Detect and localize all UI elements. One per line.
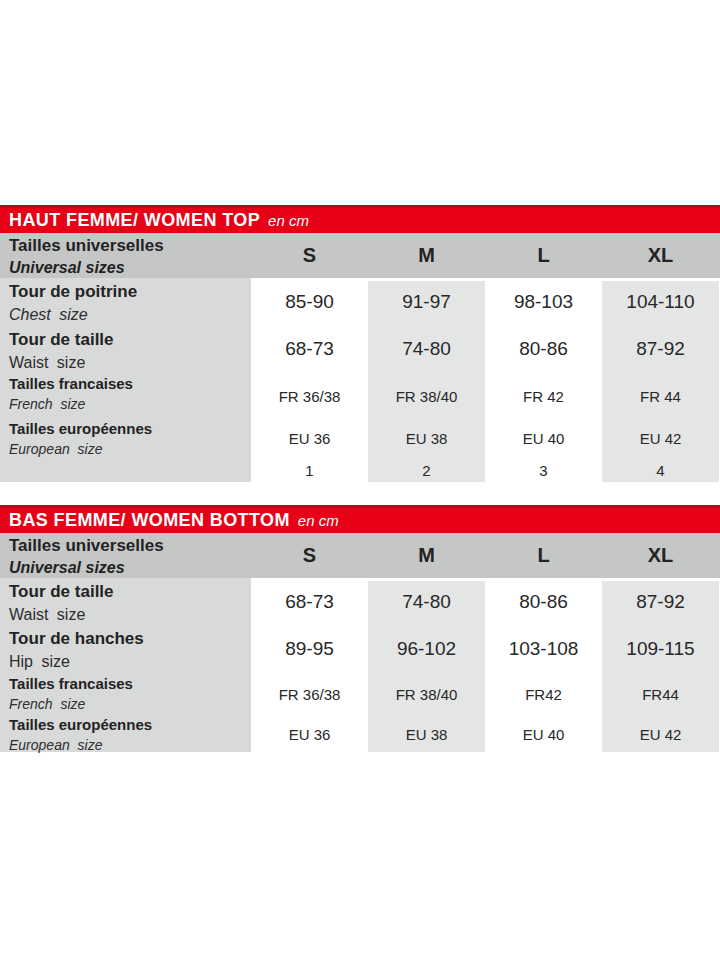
cell-value: 98-103 <box>485 291 602 313</box>
cell-value: 80-86 <box>485 591 602 613</box>
cell-value: 85-90 <box>251 291 368 313</box>
size-header-l: L <box>485 533 602 578</box>
table-row-waist: Tour de taille Waist size 68-73 74-80 80… <box>0 326 720 372</box>
row-label: Tailles européennes European size <box>9 420 152 458</box>
row-label-fr: Tour de taille <box>9 581 114 602</box>
row-label: Tour de poitrine Chest size <box>9 281 137 325</box>
cell-value: 1 <box>251 461 368 478</box>
cell-value: EU 42 <box>602 430 719 447</box>
row-label-en: Hip size <box>9 652 144 672</box>
cell-value: EU 36 <box>251 725 368 742</box>
cell-value: 103-108 <box>485 638 602 660</box>
cell-value: 4 <box>602 461 719 478</box>
table-row-size-number: 1 2 3 4 <box>0 457 720 482</box>
row-label-fr: Tour de poitrine <box>9 281 137 302</box>
universal-sizes-label-en: Universal sizes <box>9 558 164 577</box>
cell-value: FR 36/38 <box>251 685 368 702</box>
cell-value: 68-73 <box>251 591 368 613</box>
size-header-row: Tailles universelles Universal sizes S M… <box>0 233 720 278</box>
row-label: Tailles européennes European size <box>9 716 152 754</box>
universal-sizes-label-fr: Tailles universelles <box>9 536 164 556</box>
row-label: Tour de hanches Hip size <box>9 628 144 672</box>
cell-value: EU 40 <box>485 430 602 447</box>
row-label-en: European size <box>9 737 152 754</box>
table-row-european-size: Tailles européennes European size EU 36 … <box>0 419 720 457</box>
cell-value: EU 38 <box>368 725 485 742</box>
row-label-fr: Tour de hanches <box>9 628 144 649</box>
unit-label: en cm <box>268 212 309 229</box>
universal-sizes-label: Tailles universelles Universal sizes <box>9 236 164 277</box>
row-label-fr: Tailles européennes <box>9 716 152 734</box>
cell-value: EU 38 <box>368 430 485 447</box>
table-title: BAS FEMME/ WOMEN BOTTOM <box>9 510 290 531</box>
cell-value: EU 36 <box>251 430 368 447</box>
cell-value: EU 42 <box>602 725 719 742</box>
size-header-xl: XL <box>602 533 719 578</box>
size-header-m: M <box>368 533 485 578</box>
cell-value: 2 <box>368 461 485 478</box>
row-label-fr: Tailles francaises <box>9 675 133 693</box>
cell-value: 109-115 <box>602 638 719 660</box>
table-row-hip: Tour de hanches Hip size 89-95 96-102 10… <box>0 625 720 672</box>
size-header-l: L <box>485 233 602 278</box>
universal-sizes-label: Tailles universelles Universal sizes <box>9 536 164 577</box>
universal-sizes-label-fr: Tailles universelles <box>9 236 164 256</box>
cell-value: 96-102 <box>368 638 485 660</box>
unit-label: en cm <box>298 512 339 529</box>
cell-value: FR 36/38 <box>251 387 368 404</box>
row-label: Tour de taille Waist size <box>9 581 114 625</box>
row-label-fr: Tour de taille <box>9 329 114 350</box>
cell-value: 87-92 <box>602 338 719 360</box>
row-label-en: Chest size <box>9 305 137 325</box>
cell-value: FR44 <box>602 685 719 702</box>
cell-value: FR 42 <box>485 387 602 404</box>
row-label-en: European size <box>9 441 152 458</box>
women-top-title-bar: HAUT FEMME/ WOMEN TOP en cm <box>0 205 720 233</box>
size-header-m: M <box>368 233 485 278</box>
cell-value: 74-80 <box>368 591 485 613</box>
women-bottom-title-bar: BAS FEMME/ WOMEN BOTTOM en cm <box>0 505 720 533</box>
row-label: Tailles francaises French size <box>9 375 133 413</box>
cell-value: 91-97 <box>368 291 485 313</box>
size-header-s: S <box>251 233 368 278</box>
table-row-french-size: Tailles francaises French size FR 36/38 … <box>0 672 720 715</box>
row-label-en: Waist size <box>9 605 114 625</box>
table-row-european-size: Tailles européennes European size EU 36 … <box>0 715 720 752</box>
cell-value: FR 38/40 <box>368 685 485 702</box>
cell-value: 87-92 <box>602 591 719 613</box>
row-label: Tailles francaises French size <box>9 675 133 713</box>
cell-value: 89-95 <box>251 638 368 660</box>
cell-value: 80-86 <box>485 338 602 360</box>
table-title: HAUT FEMME/ WOMEN TOP <box>9 210 260 231</box>
table-row-waist: Tour de taille Waist size 68-73 74-80 80… <box>0 578 720 625</box>
cell-value: FR42 <box>485 685 602 702</box>
table-row-chest: Tour de poitrine Chest size 85-90 91-97 … <box>0 278 720 326</box>
women-bottom-data-area: Tour de taille Waist size 68-73 74-80 80… <box>0 578 720 752</box>
cell-value: FR 44 <box>602 387 719 404</box>
cell-value: 104-110 <box>602 291 719 313</box>
cell-value: EU 40 <box>485 725 602 742</box>
cell-value: FR 38/40 <box>368 387 485 404</box>
cell-value: 68-73 <box>251 338 368 360</box>
size-header-xl: XL <box>602 233 719 278</box>
table-row-french-size: Tailles francaises French size FR 36/38 … <box>0 372 720 419</box>
row-label: Tour de taille Waist size <box>9 329 114 373</box>
row-label-fr: Tailles européennes <box>9 420 152 438</box>
row-label-en: French size <box>9 696 133 713</box>
cell-value: 3 <box>485 461 602 478</box>
size-header-s: S <box>251 533 368 578</box>
row-label-en: French size <box>9 396 133 413</box>
row-label-fr: Tailles francaises <box>9 375 133 393</box>
universal-sizes-label-en: Universal sizes <box>9 258 164 277</box>
women-top-data-area: Tour de poitrine Chest size 85-90 91-97 … <box>0 278 720 482</box>
row-label-en: Waist size <box>9 353 114 373</box>
size-header-row: Tailles universelles Universal sizes S M… <box>0 533 720 578</box>
cell-value: 74-80 <box>368 338 485 360</box>
